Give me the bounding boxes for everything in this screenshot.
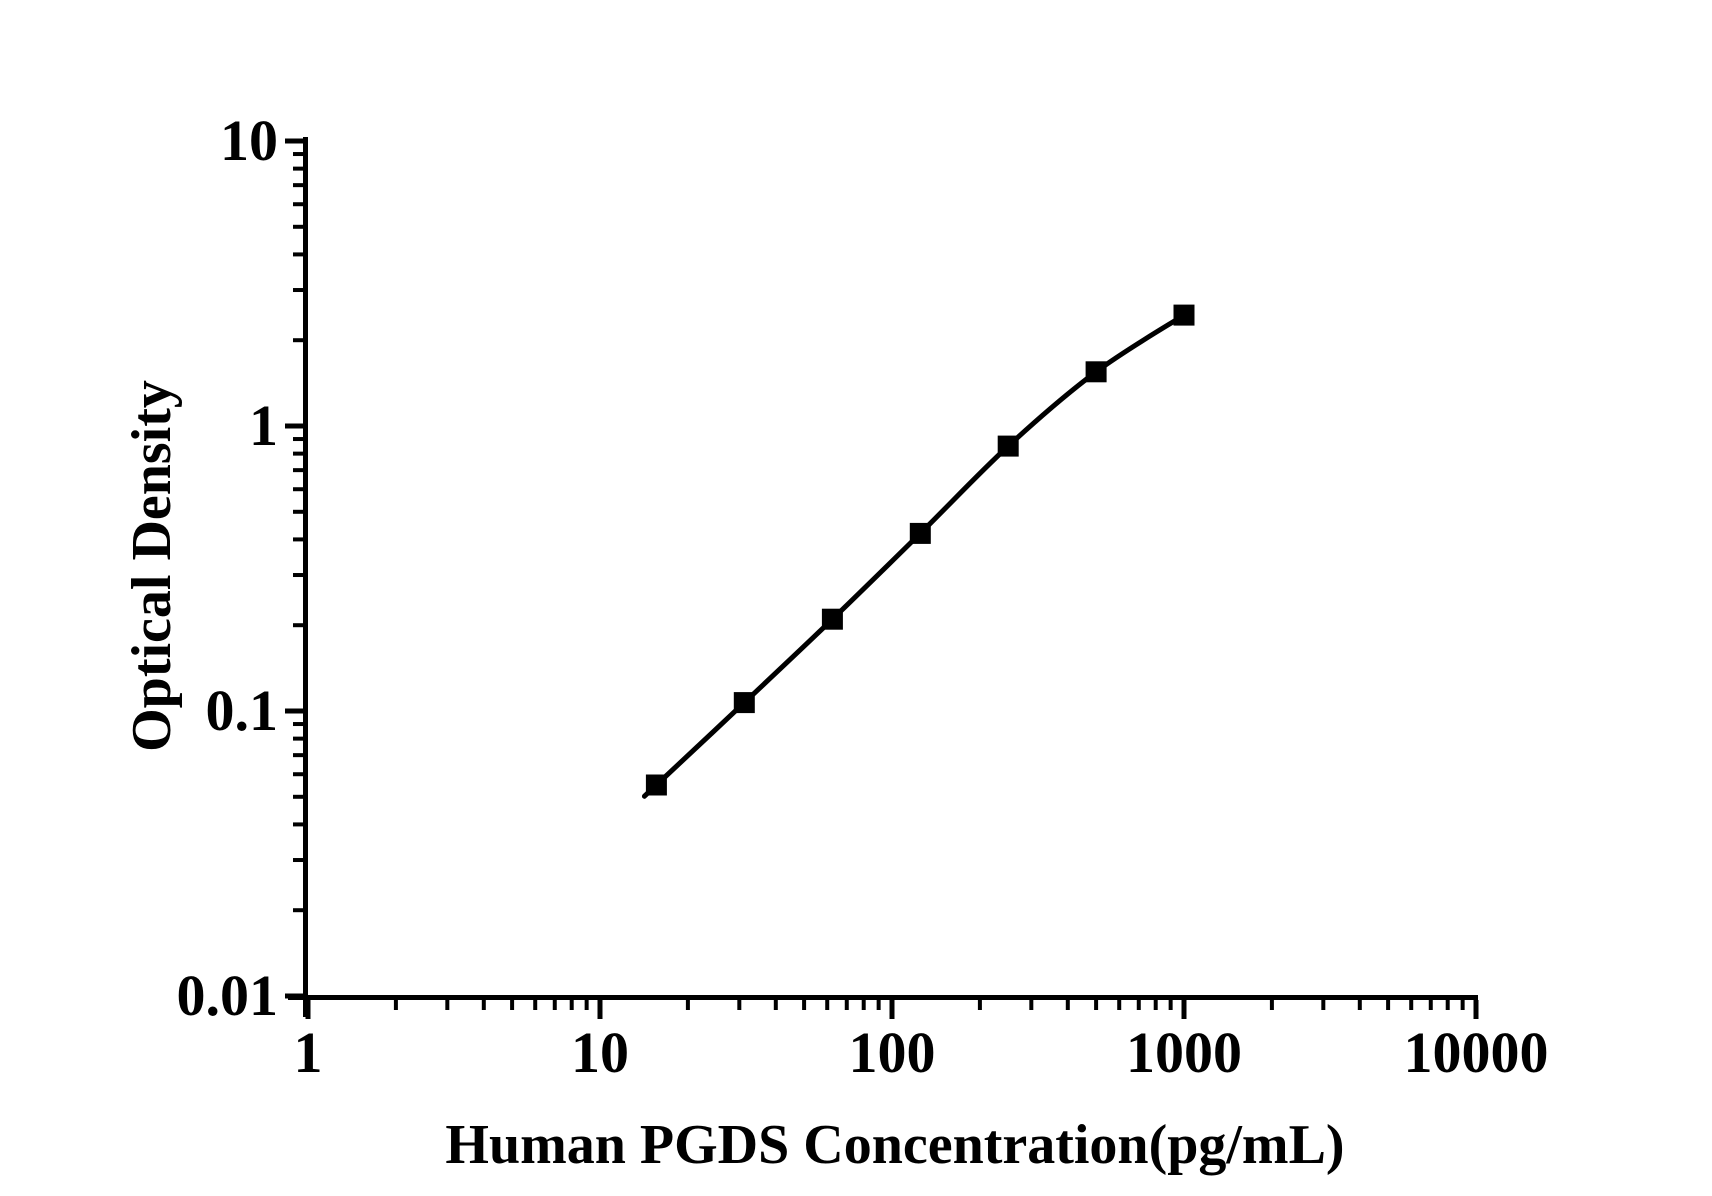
x-tick-label: 10 <box>571 1020 629 1085</box>
x-tick-label: 10000 <box>1404 1020 1549 1085</box>
y-axis-title: Optical Density <box>121 380 183 752</box>
x-tick-label: 1 <box>294 1020 323 1085</box>
data-point-marker <box>645 774 667 796</box>
data-point-marker <box>821 608 843 630</box>
axes <box>285 137 1479 1019</box>
standard-curve-line <box>641 312 1186 799</box>
y-tick-label: 1 <box>249 393 278 458</box>
data-point-marker <box>997 435 1019 457</box>
x-tick-label: 1000 <box>1126 1020 1242 1085</box>
y-tick-label: 0.01 <box>177 963 279 1028</box>
y-tick-label: 0.1 <box>206 678 279 743</box>
y-tick-label: 10 <box>220 108 278 173</box>
data-point-marker <box>909 522 931 544</box>
x-tick-label: 100 <box>849 1020 936 1085</box>
data-point-marker <box>733 692 755 714</box>
standard-curve-series <box>641 304 1195 799</box>
data-point-marker <box>1173 304 1195 326</box>
data-point-marker <box>1085 361 1107 383</box>
tick-labels: 1 10 100 1000 10000 10 1 0.1 0.01 <box>177 108 1549 1085</box>
x-axis-title: Human PGDS Concentration(pg/mL) <box>445 1114 1344 1176</box>
